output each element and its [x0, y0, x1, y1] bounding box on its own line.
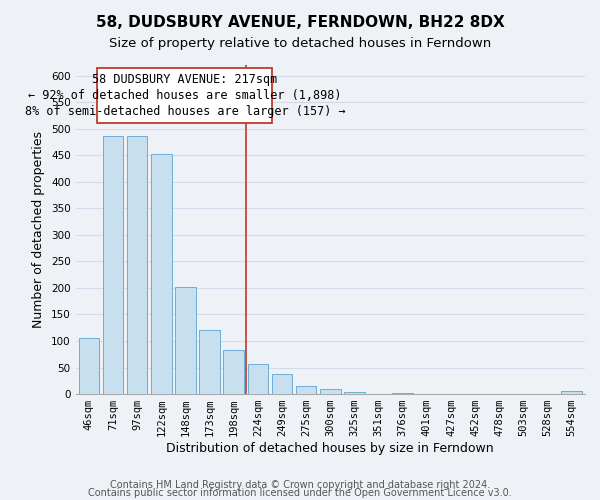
- Text: 58, DUDSBURY AVENUE, FERNDOWN, BH22 8DX: 58, DUDSBURY AVENUE, FERNDOWN, BH22 8DX: [95, 15, 505, 30]
- Y-axis label: Number of detached properties: Number of detached properties: [32, 131, 46, 328]
- Bar: [103, 136, 123, 394]
- Bar: [151, 154, 172, 394]
- Text: 8% of semi-detached houses are larger (157) →: 8% of semi-detached houses are larger (1…: [25, 104, 345, 118]
- Text: 58 DUDSBURY AVENUE: 217sqm: 58 DUDSBURY AVENUE: 217sqm: [92, 74, 277, 86]
- Text: Contains HM Land Registry data © Crown copyright and database right 2024.: Contains HM Land Registry data © Crown c…: [110, 480, 490, 490]
- Text: ← 92% of detached houses are smaller (1,898): ← 92% of detached houses are smaller (1,…: [28, 89, 341, 102]
- Bar: [392, 393, 413, 394]
- Bar: [199, 330, 220, 394]
- Bar: [320, 390, 341, 394]
- Bar: [248, 364, 268, 394]
- Bar: [562, 392, 582, 394]
- Bar: [175, 287, 196, 394]
- Bar: [296, 386, 316, 394]
- Bar: [223, 350, 244, 394]
- Bar: [344, 392, 365, 394]
- FancyBboxPatch shape: [97, 68, 272, 124]
- Bar: [79, 338, 99, 394]
- Bar: [272, 374, 292, 394]
- Text: Size of property relative to detached houses in Ferndown: Size of property relative to detached ho…: [109, 38, 491, 51]
- Bar: [127, 136, 148, 394]
- X-axis label: Distribution of detached houses by size in Ferndown: Distribution of detached houses by size …: [166, 442, 494, 455]
- Text: Contains public sector information licensed under the Open Government Licence v3: Contains public sector information licen…: [88, 488, 512, 498]
